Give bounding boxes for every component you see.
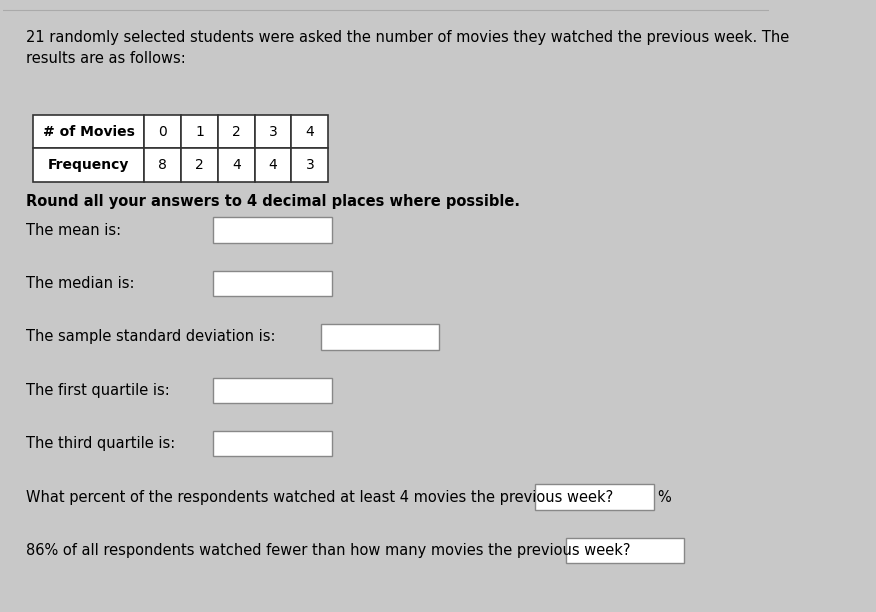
- Bar: [255, 115, 292, 148]
- Bar: [181, 115, 218, 148]
- Bar: [218, 148, 255, 182]
- Bar: [214, 378, 332, 403]
- Bar: [145, 115, 181, 148]
- Bar: [292, 115, 328, 148]
- Text: 2: 2: [232, 125, 241, 139]
- Text: %: %: [658, 490, 671, 504]
- Text: The first quartile is:: The first quartile is:: [25, 382, 169, 398]
- Text: Round all your answers to 4 decimal places where possible.: Round all your answers to 4 decimal plac…: [25, 194, 519, 209]
- Text: 4: 4: [269, 158, 278, 172]
- Bar: [321, 324, 439, 349]
- Bar: [255, 148, 292, 182]
- Bar: [214, 217, 332, 243]
- Text: 8: 8: [159, 158, 167, 172]
- Bar: [218, 115, 255, 148]
- Text: 1: 1: [195, 125, 204, 139]
- Bar: [214, 271, 332, 296]
- Bar: [292, 148, 328, 182]
- Text: 4: 4: [232, 158, 241, 172]
- Text: 4: 4: [306, 125, 314, 139]
- Text: The mean is:: The mean is:: [25, 223, 121, 237]
- Text: 3: 3: [269, 125, 278, 139]
- Text: The sample standard deviation is:: The sample standard deviation is:: [25, 329, 275, 345]
- Text: 2: 2: [195, 158, 204, 172]
- Bar: [535, 484, 653, 510]
- Bar: [214, 431, 332, 457]
- Text: The third quartile is:: The third quartile is:: [25, 436, 175, 451]
- Text: 3: 3: [306, 158, 314, 172]
- Bar: [566, 538, 684, 563]
- Bar: [181, 148, 218, 182]
- Text: 0: 0: [159, 125, 167, 139]
- Bar: [33, 115, 145, 148]
- Bar: [33, 148, 145, 182]
- Bar: [145, 148, 181, 182]
- Text: 86% of all respondents watched fewer than how many movies the previous week?: 86% of all respondents watched fewer tha…: [25, 543, 630, 558]
- Text: 21 randomly selected students were asked the number of movies they watched the p: 21 randomly selected students were asked…: [25, 30, 789, 66]
- Text: # of Movies: # of Movies: [43, 125, 135, 139]
- Text: Frequency: Frequency: [48, 158, 130, 172]
- Text: What percent of the respondents watched at least 4 movies the previous week?: What percent of the respondents watched …: [25, 490, 613, 504]
- Text: The median is:: The median is:: [25, 276, 134, 291]
